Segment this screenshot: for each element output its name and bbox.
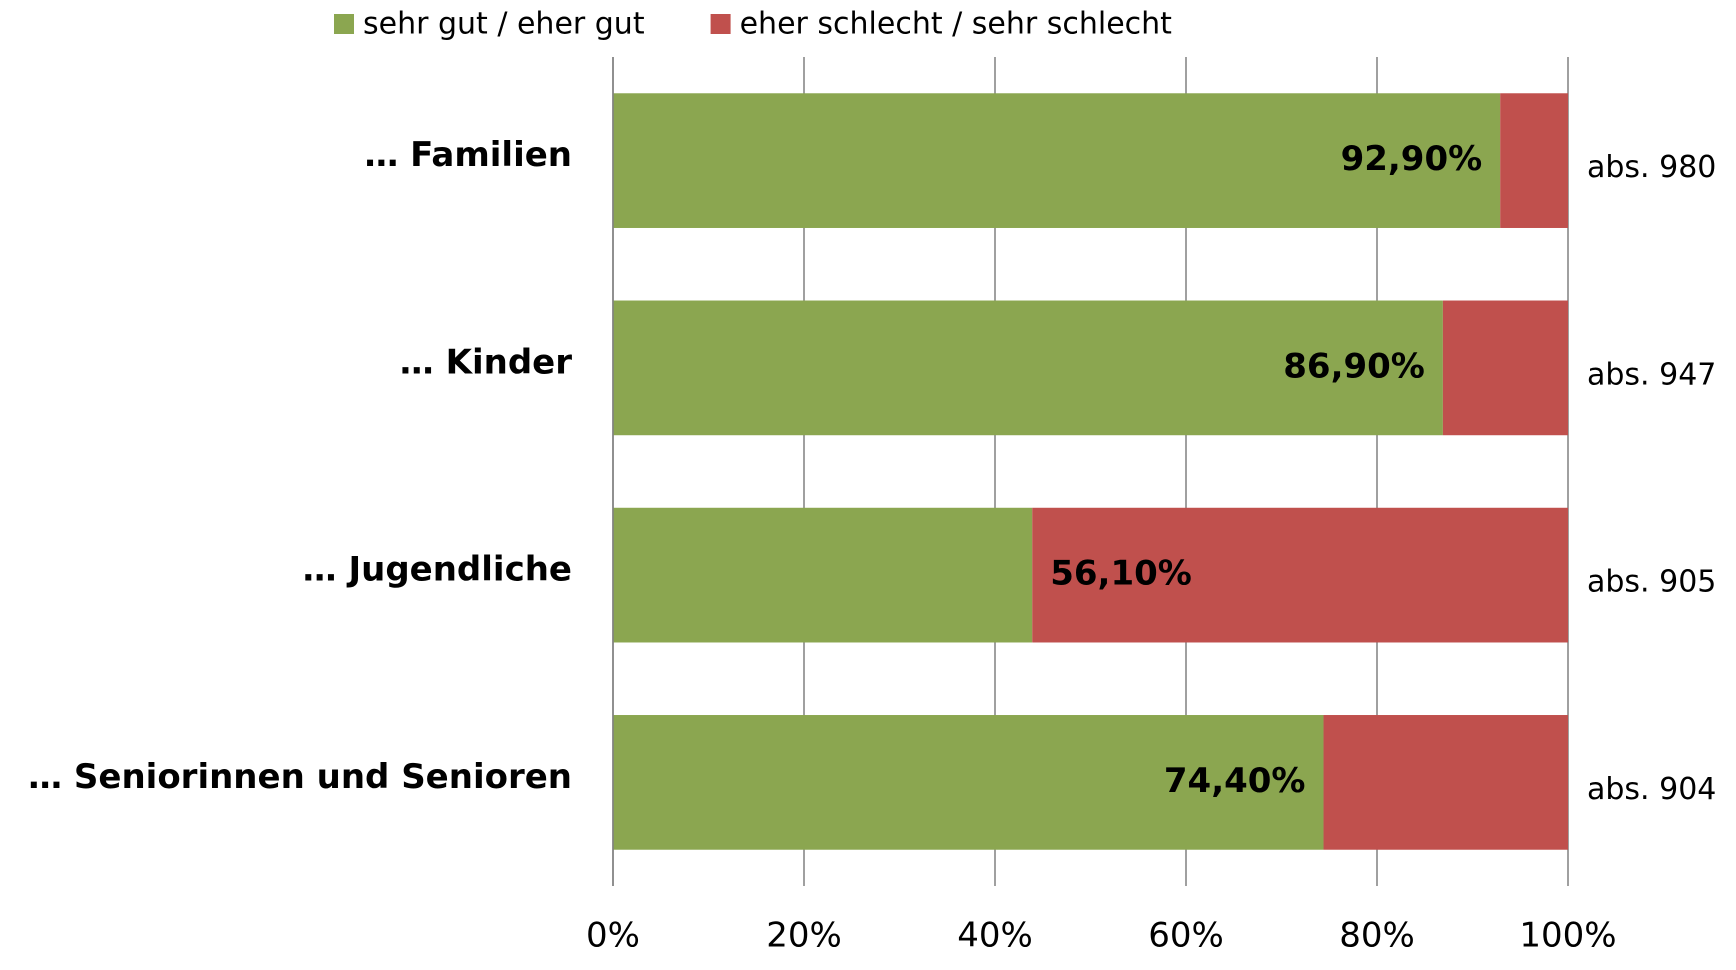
bar-segment [613, 507, 1033, 643]
value-label: 86,90% [1283, 346, 1425, 386]
x-tick-label: 80% [1339, 916, 1415, 956]
category-label: … Jugendliche [303, 550, 572, 590]
annotation: abs. 904 [1587, 772, 1716, 807]
x-tick-label: 100% [1519, 916, 1616, 956]
bar-segment [613, 715, 1324, 850]
bar-segment [613, 93, 1501, 228]
value-label: 56,10% [1050, 554, 1192, 594]
x-tick-label: 20% [766, 916, 842, 956]
bar-segment [1032, 507, 1568, 643]
legend-swatch [710, 14, 731, 34]
value-label: 92,90% [1341, 139, 1483, 179]
bar-segment [613, 300, 1443, 436]
category-label: … Familien [364, 135, 572, 175]
x-tick-label: 40% [957, 916, 1033, 956]
annotation: abs. 905 [1587, 565, 1716, 600]
bar-segment [1442, 300, 1568, 436]
value-label: 74,40% [1164, 761, 1306, 801]
legend-label: sehr gut / eher gut [363, 7, 645, 42]
annotation: abs. 980 [1587, 150, 1716, 185]
category-label: … Kinder [400, 342, 572, 382]
bar-segment [1323, 715, 1568, 850]
legend-swatch [334, 14, 354, 34]
annotation: abs. 947 [1587, 357, 1716, 392]
x-tick-label: 0% [586, 916, 640, 956]
legend-label: eher schlecht / sehr schlecht [740, 7, 1173, 42]
category-label: … Seniorinnen und Senioren [28, 757, 572, 797]
bar-segment [1500, 93, 1568, 228]
x-tick-label: 60% [1148, 916, 1224, 956]
